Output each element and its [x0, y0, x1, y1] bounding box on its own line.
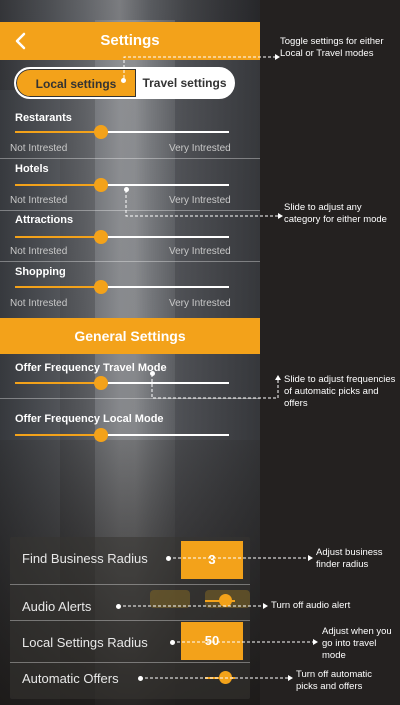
- divider: [0, 210, 260, 211]
- callout-line-toggle: [123, 56, 275, 78]
- arrow-head-icon: [313, 639, 318, 645]
- annotation-anchor-dot: [121, 78, 126, 83]
- scale-min-label: Not Intrested: [10, 298, 68, 309]
- hotels-label: Hotels: [15, 163, 49, 175]
- automatic-offers-label: Automatic Offers: [22, 671, 119, 686]
- shopping-slider[interactable]: [15, 280, 229, 294]
- find-business-radius-label: Find Business Radius: [22, 551, 148, 566]
- general-settings-header: General Settings: [0, 318, 260, 354]
- annotation-business-radius: Adjust business finder radius: [316, 547, 383, 570]
- local-frequency-slider[interactable]: [15, 428, 229, 442]
- scale-min-label: Not Intrested: [10, 143, 68, 154]
- travel-frequency-label: Offer Frequency Travel Mode: [15, 362, 167, 374]
- attractions-slider[interactable]: [15, 230, 229, 244]
- slider-knob[interactable]: [93, 230, 108, 244]
- find-business-radius-field[interactable]: 3: [181, 541, 243, 579]
- slider-fill: [15, 184, 101, 186]
- section-title: General Settings: [74, 328, 186, 344]
- restaurants-label: Restarants: [15, 112, 72, 124]
- divider: [10, 662, 250, 663]
- annotation-audio: Turn off audio alert: [271, 600, 351, 611]
- annotation-local-radius: Adjust when you go into travel mode: [322, 626, 392, 661]
- scale-min-label: Not Intrested: [10, 195, 68, 206]
- callout-line-slider: [125, 190, 278, 217]
- scale-max-label: Very Intrested: [169, 298, 231, 309]
- arrow-head-icon: [308, 555, 313, 561]
- travel-settings-tab[interactable]: Travel settings: [142, 76, 227, 90]
- hotels-slider[interactable]: [15, 178, 229, 192]
- annotation-background: [260, 0, 400, 705]
- local-settings-radius-label: Local Settings Radius: [22, 635, 148, 650]
- divider: [0, 398, 260, 399]
- slider-knob[interactable]: [93, 376, 108, 390]
- local-settings-tab[interactable]: Local settings: [16, 69, 136, 97]
- scale-min-label: Not Intrested: [10, 246, 68, 257]
- arrow-head-icon: [275, 54, 280, 60]
- audio-alerts-label: Audio Alerts: [22, 599, 92, 614]
- annotation-toggle: Toggle settings for either Local or Trav…: [280, 36, 384, 59]
- chevron-left-icon[interactable]: [10, 30, 32, 52]
- settings-header: Settings: [0, 22, 260, 60]
- annotation-anchor-dot: [124, 187, 129, 192]
- slider-knob[interactable]: [93, 178, 108, 192]
- divider: [10, 584, 250, 585]
- local-frequency-label: Offer Frequency Local Mode: [15, 413, 164, 425]
- annotation-offers: Turn off automatic picks and offers: [296, 669, 373, 692]
- arrow-head-icon: [275, 375, 281, 380]
- audio-alerts-toggle[interactable]: [219, 594, 232, 607]
- arrow-head-icon: [263, 603, 268, 609]
- scale-max-label: Very Intrested: [169, 195, 231, 206]
- scale-max-label: Very Intrested: [169, 143, 231, 154]
- page-title: Settings: [100, 32, 160, 49]
- arrow-head-icon: [278, 213, 283, 219]
- divider: [0, 261, 260, 262]
- slider-fill: [15, 382, 101, 384]
- slider-fill: [15, 434, 101, 436]
- slider-fill: [15, 286, 101, 288]
- divider: [0, 158, 260, 159]
- scale-max-label: Very Intrested: [169, 246, 231, 257]
- annotation-slider: Slide to adjust any category for either …: [284, 202, 387, 225]
- arrow-head-icon: [288, 675, 293, 681]
- shopping-label: Shopping: [15, 266, 66, 278]
- annotation-frequency: Slide to adjust frequencies of automatic…: [284, 374, 396, 409]
- divider: [10, 620, 250, 621]
- slider-knob[interactable]: [93, 280, 108, 294]
- slider-fill: [15, 236, 101, 238]
- restaurants-slider[interactable]: [15, 125, 229, 139]
- annotation-anchor-dot: [150, 371, 155, 376]
- slider-knob[interactable]: [93, 125, 108, 139]
- callout-line-frequency: [151, 374, 279, 399]
- attractions-label: Attractions: [15, 214, 74, 226]
- slider-fill: [15, 131, 101, 133]
- local-settings-radius-field[interactable]: 50: [181, 622, 243, 660]
- travel-frequency-slider[interactable]: [15, 376, 229, 390]
- slider-knob[interactable]: [93, 428, 108, 442]
